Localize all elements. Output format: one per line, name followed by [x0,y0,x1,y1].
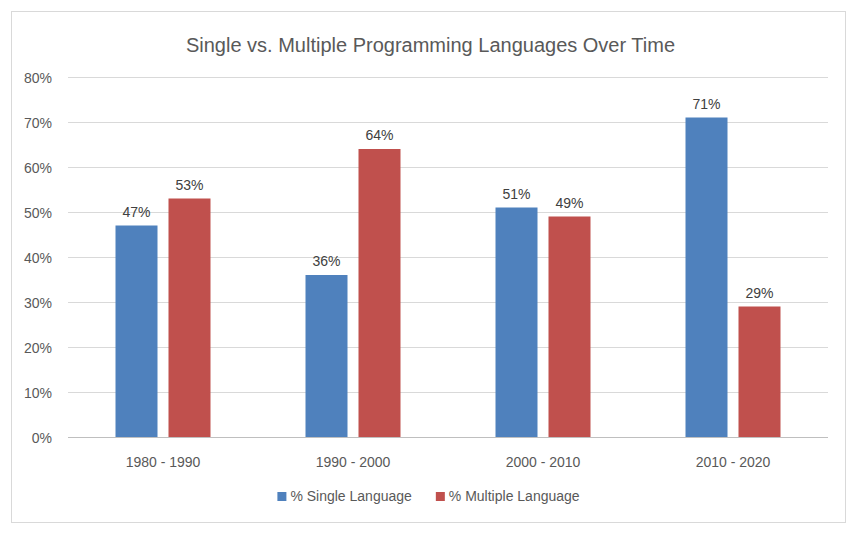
y-tick-label: 50% [24,205,52,221]
x-tick-label: 1980 - 1990 [126,454,201,470]
data-label: 53% [175,177,203,193]
y-tick-label: 10% [24,385,52,401]
legend-swatch [436,492,445,501]
data-label: 49% [555,195,583,211]
data-label: 51% [502,186,530,202]
bar [116,226,158,438]
title: Single vs. Multiple Programming Language… [186,34,675,56]
y-tick-label: 80% [24,70,52,86]
bar [306,275,348,437]
legend: % Single Language % Multiple Language [277,488,579,504]
y-tick-label: 70% [24,115,52,131]
legend-label: % Multiple Language [449,488,580,504]
data-labels: 47% 53% 36% 64% 51% 49% 71% 29% [122,96,773,301]
bar [496,208,538,438]
legend-label: % Single Language [290,488,412,504]
y-tick-label: 20% [24,340,52,356]
data-label: 47% [122,204,150,220]
bar [549,217,591,438]
data-label: 71% [692,96,720,112]
x-tick-label: 1990 - 2000 [316,454,391,470]
grid-line [68,77,828,78]
y-tick-label: 30% [24,295,52,311]
legend-swatch [277,492,286,501]
chart-frame [12,12,846,523]
data-label: 29% [745,285,773,301]
x-tick-label: 2010 - 2020 [696,454,771,470]
bar [739,307,781,438]
chart: Single vs. Multiple Programming Language… [0,0,857,535]
bar [686,118,728,438]
x-tick-label: 2000 - 2010 [506,454,581,470]
y-tick-label: 0% [32,430,52,446]
y-tick-label: 40% [24,250,52,266]
data-label: 64% [365,127,393,143]
bar [359,149,401,437]
grid-line [68,437,828,438]
data-label: 36% [312,253,340,269]
bars [116,118,781,438]
y-tick-label: 60% [24,160,52,176]
bar [169,199,211,438]
